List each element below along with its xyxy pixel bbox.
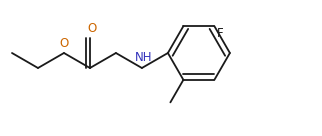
Text: F: F [216,27,223,40]
Text: O: O [59,37,69,50]
Text: O: O [87,22,97,35]
Text: NH: NH [135,51,153,64]
